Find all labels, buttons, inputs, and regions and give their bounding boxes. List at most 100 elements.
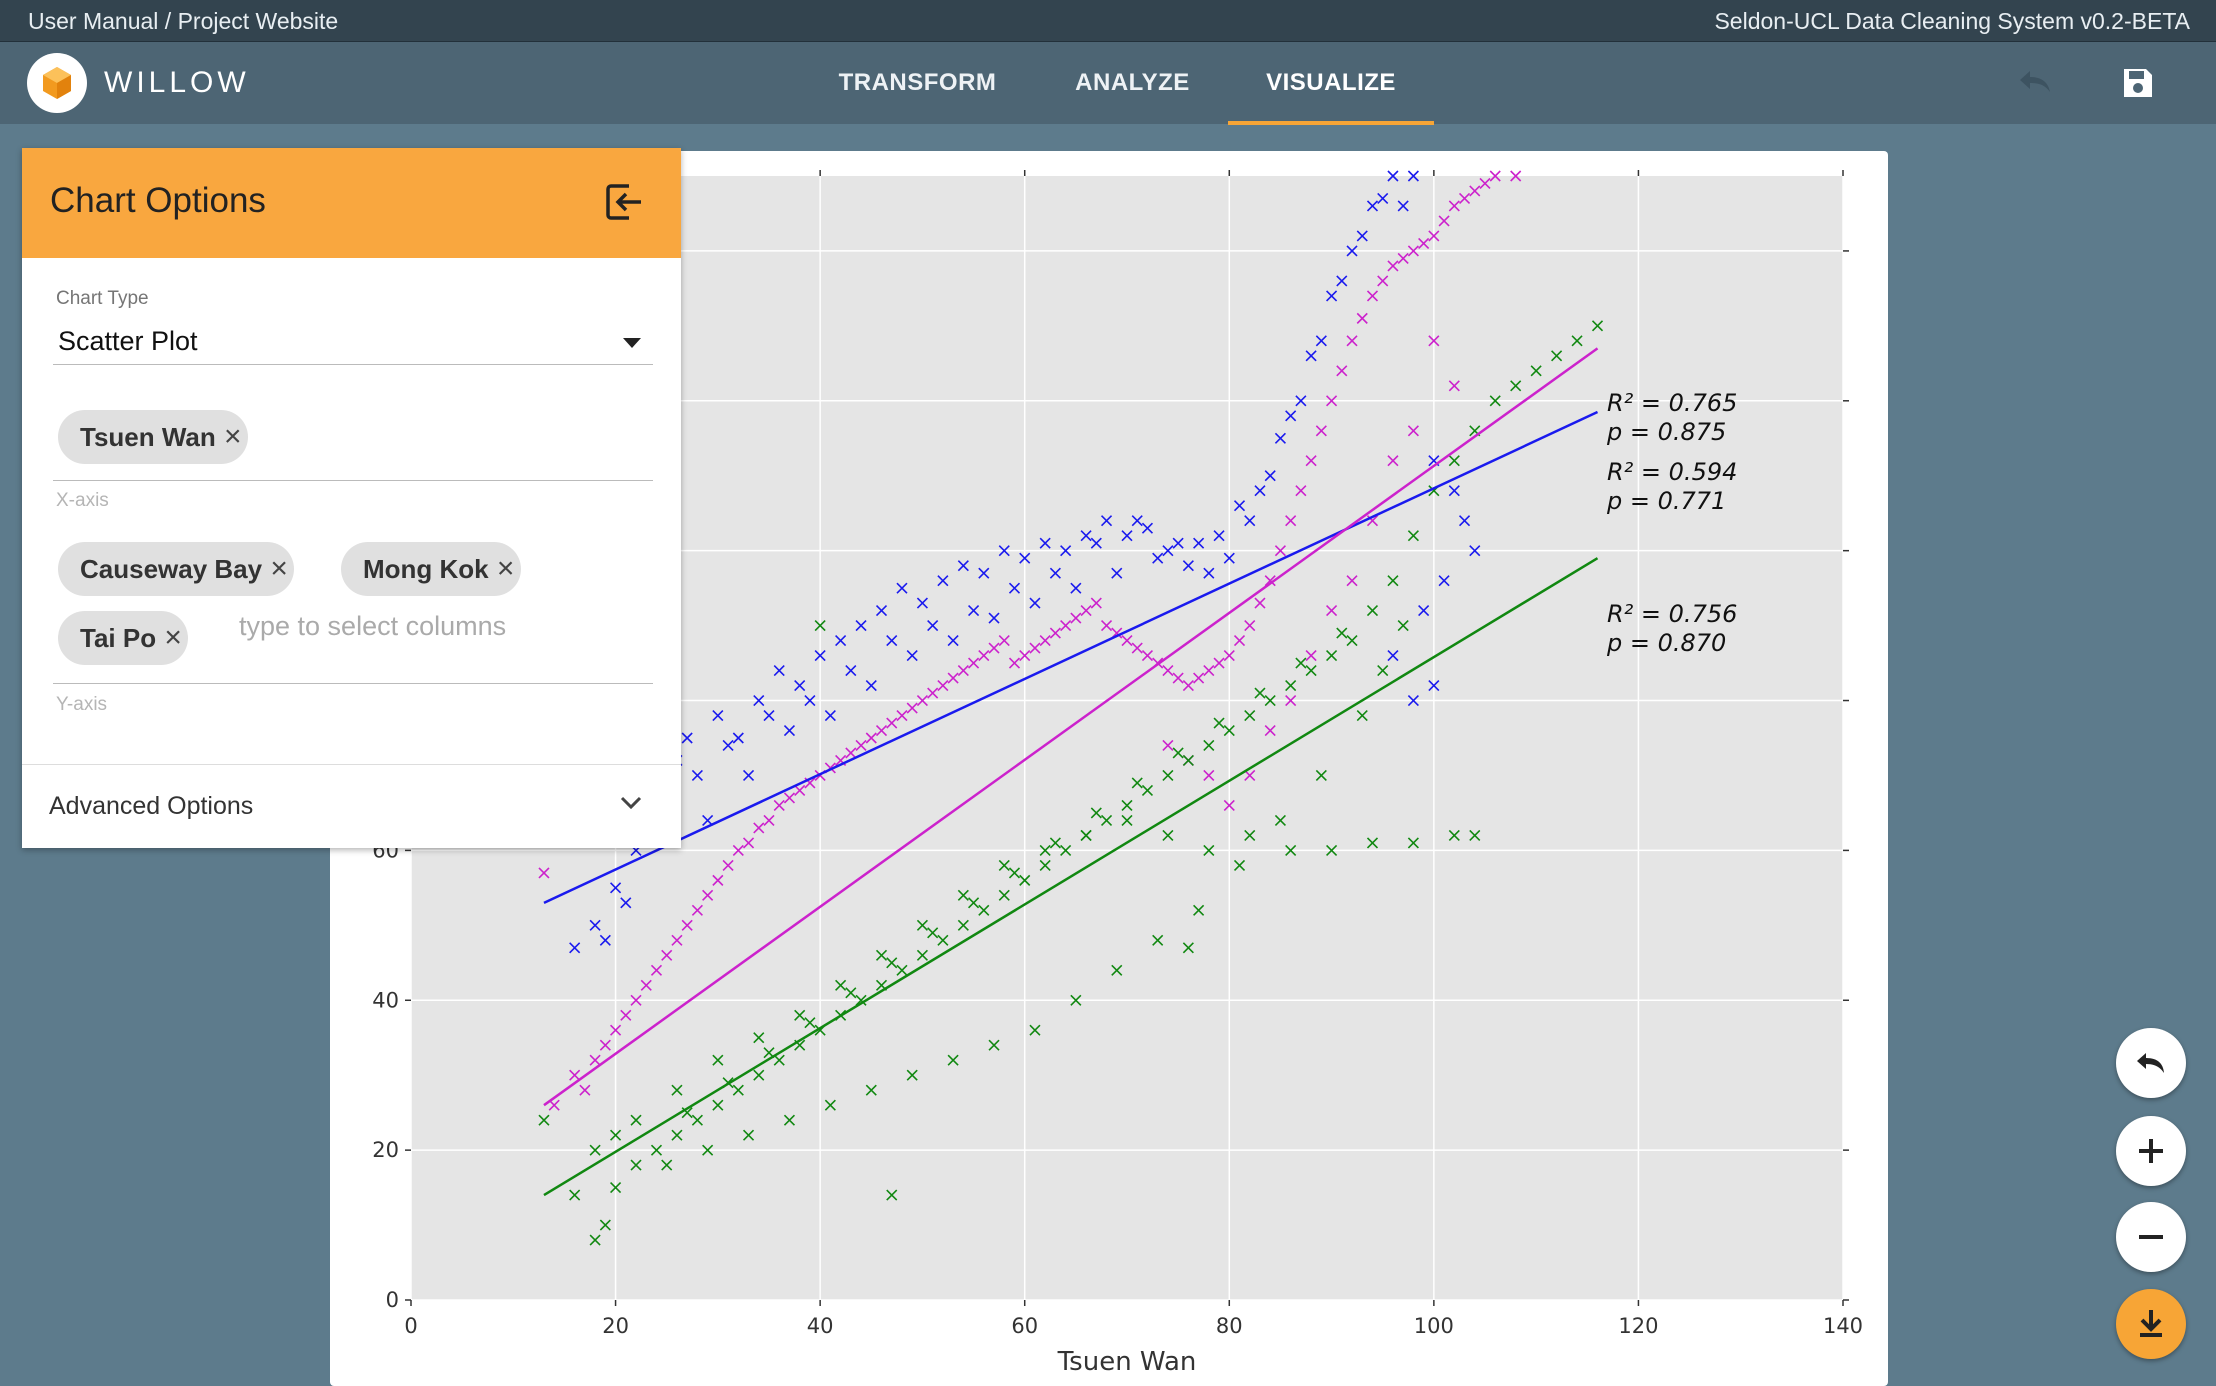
cube-logo-icon bbox=[43, 67, 71, 99]
data-point bbox=[1285, 410, 1297, 422]
undo-button[interactable] bbox=[2012, 66, 2056, 105]
data-point bbox=[1182, 754, 1194, 767]
data-point bbox=[722, 859, 734, 871]
p-value-annotation: p = 0.875 bbox=[1606, 418, 1726, 446]
data-point bbox=[630, 1114, 642, 1126]
data-point bbox=[1336, 627, 1348, 639]
data-point bbox=[1172, 747, 1184, 759]
data-point bbox=[640, 979, 652, 991]
y-axis-chip[interactable]: Causeway Bay × bbox=[58, 542, 295, 596]
data-point bbox=[1121, 530, 1133, 542]
logo[interactable] bbox=[27, 53, 87, 113]
data-point bbox=[1346, 335, 1358, 347]
download-icon bbox=[2140, 1310, 2162, 1337]
data-point bbox=[1346, 635, 1358, 647]
data-point bbox=[1366, 837, 1379, 849]
user-manual-link[interactable]: User Manual bbox=[28, 8, 159, 34]
top-utility-bar: User Manual / Project Website Seldon-UCL… bbox=[0, 0, 2216, 42]
data-point bbox=[1203, 769, 1215, 782]
data-point bbox=[1458, 515, 1471, 527]
data-point bbox=[1530, 365, 1542, 377]
data-point bbox=[865, 732, 877, 744]
y-axis-selector[interactable]: Causeway Bay × Mong Kok × Tai Po × bbox=[53, 533, 653, 684]
data-point bbox=[1203, 739, 1215, 752]
save-button[interactable] bbox=[2121, 66, 2155, 105]
data-point bbox=[599, 1219, 611, 1231]
data-point bbox=[732, 1084, 744, 1096]
data-point bbox=[1264, 724, 1276, 737]
chip-label: Tai Po bbox=[80, 623, 157, 653]
collapse-panel-button[interactable] bbox=[605, 183, 643, 226]
data-point bbox=[753, 822, 765, 834]
minus-icon bbox=[2139, 1235, 2163, 1239]
data-point bbox=[1448, 380, 1460, 392]
remove-chip-icon[interactable]: × bbox=[496, 552, 515, 585]
options-header: Chart Options bbox=[22, 148, 681, 258]
data-point bbox=[1448, 485, 1460, 497]
data-point bbox=[620, 1009, 632, 1021]
data-point bbox=[886, 717, 898, 729]
data-point bbox=[896, 964, 908, 976]
data-point bbox=[794, 1009, 806, 1021]
tab-analyze[interactable]: ANALYZE bbox=[1075, 69, 1190, 96]
data-point bbox=[1295, 485, 1307, 497]
data-point bbox=[814, 620, 826, 632]
data-point bbox=[1356, 230, 1368, 242]
data-point bbox=[1366, 290, 1379, 302]
data-point bbox=[1295, 395, 1307, 407]
data-point bbox=[1510, 170, 1522, 182]
column-search-input[interactable] bbox=[237, 605, 541, 647]
data-point bbox=[1141, 650, 1154, 662]
y-axis-chip[interactable]: Tai Po × bbox=[58, 611, 189, 665]
data-point bbox=[1060, 545, 1072, 557]
data-point bbox=[1336, 275, 1348, 287]
download-button[interactable] bbox=[2116, 1289, 2186, 1359]
data-point bbox=[589, 1234, 601, 1246]
remove-chip-icon[interactable]: × bbox=[224, 420, 242, 453]
x-axis-chip[interactable]: Tsuen Wan × bbox=[58, 410, 248, 464]
tab-transform[interactable]: TRANSFORM bbox=[838, 69, 997, 96]
data-point bbox=[794, 784, 806, 797]
regression-line bbox=[543, 557, 1599, 1197]
r-squared-annotation: R² = 0.756 bbox=[1607, 600, 1737, 628]
data-point bbox=[1489, 170, 1501, 182]
data-point bbox=[712, 1099, 724, 1111]
data-point bbox=[1326, 844, 1338, 856]
data-point bbox=[1326, 650, 1338, 662]
tab-visualize[interactable]: VISUALIZE bbox=[1266, 69, 1396, 96]
data-point bbox=[1182, 942, 1194, 954]
zoom-out-button[interactable] bbox=[2116, 1202, 2186, 1272]
data-point bbox=[1162, 664, 1174, 677]
data-point bbox=[1315, 425, 1327, 437]
chart-undo-button[interactable] bbox=[2116, 1028, 2186, 1098]
x-axis-label: X-axis bbox=[56, 490, 109, 511]
advanced-options-toggle[interactable]: Advanced Options bbox=[22, 765, 681, 848]
dropdown-arrow-icon bbox=[623, 338, 641, 348]
data-point bbox=[630, 1159, 642, 1171]
y-axis-chip[interactable]: Mong Kok × bbox=[341, 542, 521, 596]
data-point bbox=[814, 650, 826, 662]
data-point bbox=[1100, 814, 1113, 826]
zoom-in-button[interactable] bbox=[2116, 1116, 2186, 1186]
data-point bbox=[1407, 170, 1419, 182]
data-point bbox=[548, 1099, 560, 1111]
data-point bbox=[1469, 185, 1481, 197]
data-point bbox=[1264, 470, 1276, 482]
data-point bbox=[937, 575, 949, 587]
data-point bbox=[650, 964, 663, 976]
project-website-link[interactable]: Project Website bbox=[177, 8, 339, 34]
data-point bbox=[620, 897, 632, 909]
data-point bbox=[968, 657, 980, 669]
chart-type-select[interactable]: Scatter Plot bbox=[53, 318, 653, 365]
data-point bbox=[1162, 829, 1174, 841]
y-axis-label: Y-axis bbox=[56, 694, 108, 715]
x-tick-label: 100 bbox=[1414, 1314, 1454, 1338]
remove-chip-icon[interactable]: × bbox=[270, 552, 288, 585]
data-point bbox=[1571, 335, 1583, 347]
x-axis-selector[interactable]: Tsuen Wan × bbox=[53, 400, 653, 481]
data-point bbox=[1182, 679, 1194, 692]
data-point bbox=[1377, 664, 1389, 677]
data-point bbox=[1356, 709, 1368, 722]
data-point bbox=[1387, 575, 1399, 587]
remove-chip-icon[interactable]: × bbox=[164, 621, 182, 654]
